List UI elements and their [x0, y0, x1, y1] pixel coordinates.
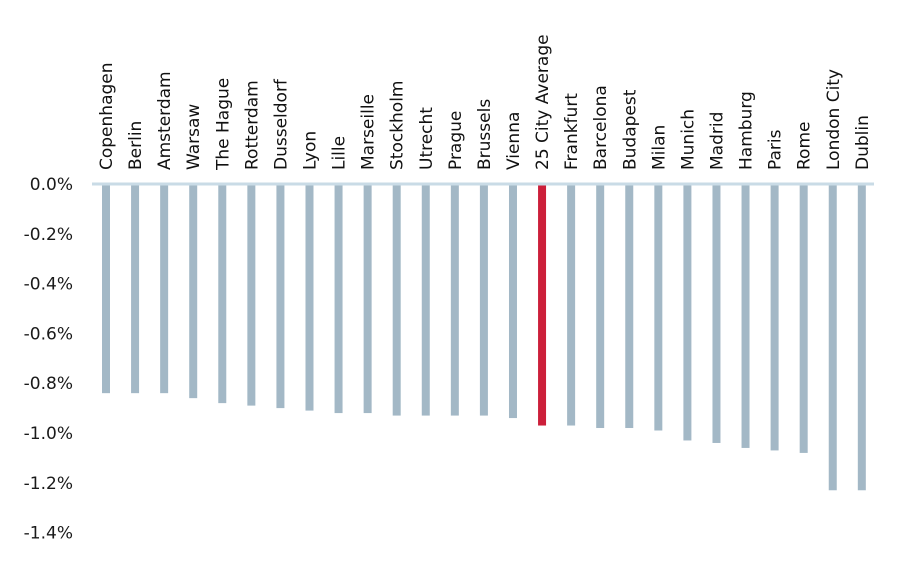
- bar: [683, 184, 692, 441]
- x-category-label: Hamburg: [737, 91, 757, 170]
- x-category-label: Berlin: [126, 121, 146, 170]
- bar: [712, 184, 721, 443]
- x-category-label: Dublin: [853, 115, 873, 170]
- y-tick-label: -0.8%: [24, 374, 73, 394]
- bar: [741, 184, 750, 448]
- bar: [276, 184, 285, 409]
- x-category-label: Stockholm: [388, 80, 408, 170]
- x-category-label: Vienna: [504, 112, 524, 170]
- bar: [828, 184, 837, 491]
- bar: [596, 184, 605, 429]
- y-tick-label: -1.4%: [24, 524, 73, 544]
- bar: [131, 184, 140, 394]
- bar: [625, 184, 634, 429]
- x-category-label: Paris: [766, 129, 786, 170]
- x-category-label: Munich: [678, 109, 698, 170]
- x-category-label: Dusseldorf: [271, 78, 291, 170]
- bar: [567, 184, 576, 426]
- category-labels: Copenhagen Berlin Amsterdam Warsaw The Hague…: [97, 34, 873, 171]
- y-tick-label: -0.4%: [24, 275, 73, 295]
- x-category-label: Marseille: [359, 94, 379, 170]
- x-category-label: Lyon: [300, 131, 320, 170]
- bar: [421, 184, 430, 416]
- x-category-label: Frankfurt: [562, 93, 582, 170]
- bar: [189, 184, 198, 399]
- bar: [218, 184, 227, 404]
- x-category-label: Utrecht: [417, 107, 437, 170]
- x-category-label: Prague: [446, 111, 466, 170]
- x-category-label: Warsaw: [184, 104, 204, 170]
- y-tick-label: -1.0%: [24, 424, 73, 444]
- bar: [392, 184, 401, 416]
- bar: [479, 184, 488, 416]
- x-category-label: Budapest: [620, 89, 640, 170]
- y-tick-label: 0.0%: [30, 175, 73, 195]
- bar: [857, 184, 866, 491]
- x-category-label: Lille: [330, 136, 350, 170]
- y-tick-label: -1.2%: [24, 474, 73, 494]
- x-category-label: 25 City Average: [533, 34, 553, 170]
- x-category-label: Amsterdam: [155, 71, 175, 170]
- bar: [770, 184, 779, 451]
- y-axis-ticks: 0.0% -0.2% -0.4% -0.6% -0.8% -1.0% -1.2% -1.4%: [24, 175, 73, 544]
- x-category-label: Copenhagen: [97, 62, 117, 170]
- y-tick-label: -0.2%: [24, 225, 73, 245]
- bar: [305, 184, 314, 411]
- bars: [102, 184, 866, 491]
- bar: [363, 184, 372, 414]
- bar: [450, 184, 459, 416]
- x-category-label: London City: [824, 69, 844, 170]
- bar: [102, 184, 110, 394]
- x-category-label: The Hague: [213, 78, 233, 171]
- x-category-label: Milan: [649, 125, 669, 170]
- y-tick-label: -0.6%: [24, 324, 73, 344]
- bar: [654, 184, 663, 431]
- x-category-label: Brussels: [475, 99, 495, 170]
- x-category-label: Rotterdam: [242, 80, 262, 170]
- x-category-label: Madrid: [707, 112, 727, 170]
- bar: [334, 184, 343, 414]
- bar: [508, 184, 517, 419]
- x-category-label: Barcelona: [591, 85, 611, 170]
- x-category-label: Rome: [795, 122, 815, 170]
- bar: [799, 184, 808, 453]
- bar: [247, 184, 256, 406]
- bar-highlight: [538, 184, 547, 426]
- bar: [160, 184, 169, 394]
